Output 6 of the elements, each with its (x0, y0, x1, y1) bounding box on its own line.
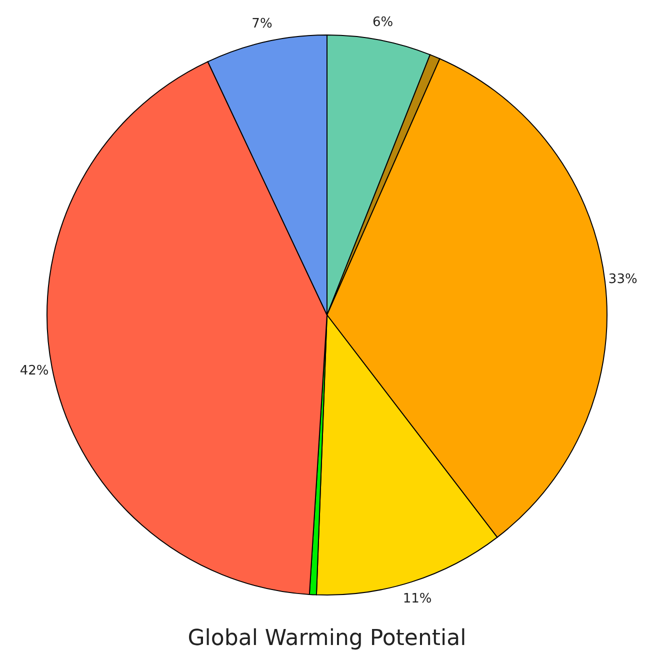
text: Global Warming Potential (186, 626, 468, 651)
data-label: 33% (608, 272, 638, 288)
data-label: 11% (402, 591, 432, 606)
data-label: 7% (252, 16, 272, 32)
data-label: 42% (20, 363, 49, 378)
data-label: 6% (372, 14, 394, 30)
